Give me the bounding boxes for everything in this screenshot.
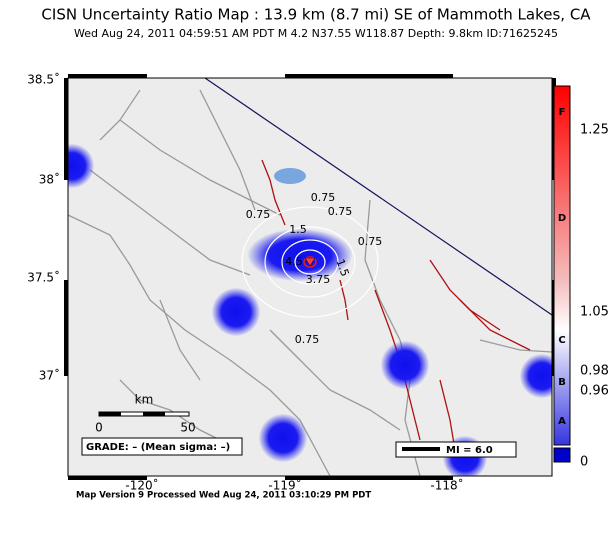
contour-label: 3.75 [306, 273, 331, 286]
lat-labels: 38.5˚ 38˚ 37.5˚ 37˚ [27, 72, 60, 383]
contour-label: 0.75 [358, 235, 383, 248]
lon-label: -119˚ [268, 478, 301, 493]
title: CISN Uncertainty Ratio Map : 13.9 km (8.… [41, 6, 591, 24]
scale-end: 50 [180, 421, 195, 435]
lat-label: 38.5˚ [27, 72, 60, 87]
contour-label: 0.75 [246, 208, 271, 221]
lat-label: 38˚ [39, 172, 60, 187]
map: 0.75 0.75 0.75 0.75 1.5 4.5 3.75 1.5 0.7… [68, 78, 552, 476]
colorbar-letter: C [558, 335, 565, 346]
colorbar-letter: D [558, 213, 566, 224]
contour-label: 0.75 [328, 205, 353, 218]
contour-label: 0.75 [295, 333, 320, 346]
grade: GRADE: – (Mean sigma: –) [86, 442, 230, 453]
colorbar-label: 1.05 [580, 305, 609, 320]
colorbar-label: 1.25 [580, 123, 609, 138]
contour-label: 0.75 [311, 191, 336, 204]
colorbar-letter: F [559, 107, 566, 118]
colorbar-letter: B [558, 377, 566, 388]
footer: Map Version 9 Processed Wed Aug 24, 2011… [76, 491, 371, 501]
lon-label: -120˚ [125, 478, 158, 493]
colorbar-label: 0 [580, 455, 588, 470]
legend-box [395, 441, 517, 458]
scale-bar-seg [99, 412, 121, 416]
colorbar-letter: A [558, 416, 566, 427]
contour-labels: 0.75 0.75 0.75 0.75 1.5 4.5 3.75 1.5 0.7… [246, 191, 383, 346]
scale-bar-seg [143, 412, 165, 416]
colorbar-low [553, 447, 571, 463]
colorbar-label: 0.96 [580, 384, 609, 399]
contour-label: 4.5 [285, 255, 303, 268]
lat-label: 37.5˚ [27, 270, 60, 285]
epicenter [304, 257, 316, 267]
legend: MI = 6.0 [446, 445, 493, 456]
colorbar: F D C B A 1.25 1.05 0.98 0.96 0 [553, 85, 609, 470]
contour-label: 1.5 [289, 223, 307, 236]
lon-labels: -120˚ -119˚ -118˚ [125, 478, 463, 493]
contour-label: 1.5 [333, 257, 351, 278]
scale-start: 0 [95, 421, 103, 435]
state-border [204, 78, 552, 316]
roads [68, 89, 552, 476]
lake [274, 168, 306, 184]
scale-unit: km [135, 393, 154, 407]
lon-label: -118˚ [430, 478, 463, 493]
colorbar-label: 0.98 [580, 364, 609, 379]
grade-box [81, 437, 243, 456]
colorbar-ramp [553, 85, 571, 446]
lat-label: 37˚ [39, 368, 60, 383]
contours [241, 206, 379, 318]
subtitle: Wed Aug 24, 2011 04:59:51 AM PDT M 4.2 N… [74, 27, 558, 40]
scale-bar: km 0 50 [95, 393, 195, 435]
